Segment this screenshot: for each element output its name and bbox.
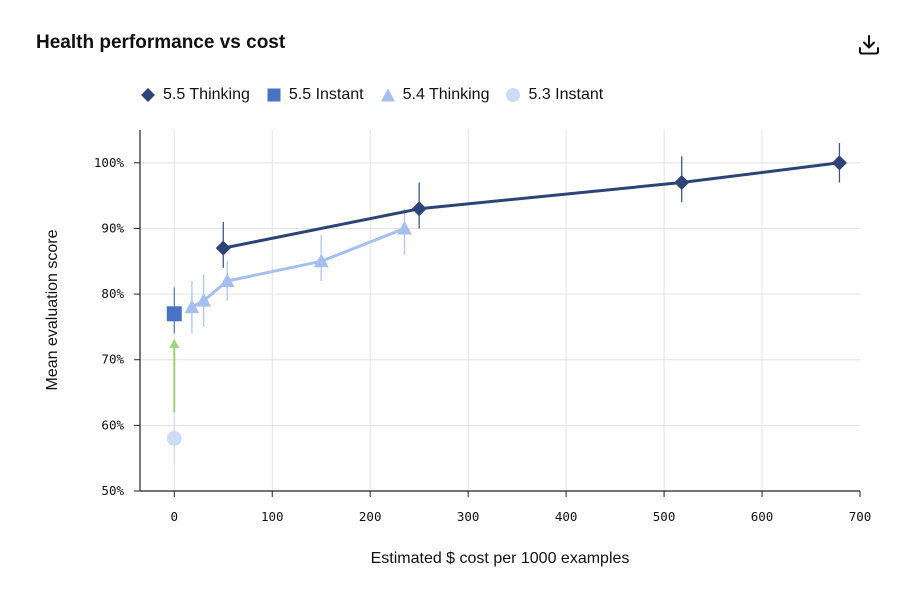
series-5-4-thinking	[184, 208, 412, 334]
data-point	[166, 306, 182, 322]
x-tick-label: 100	[261, 509, 284, 524]
legend-item-55-instant[interactable]: 5.5 Instant	[266, 86, 364, 104]
chart-title: Health performance vs cost	[36, 32, 286, 53]
y-tick-labels: 50% 60% 70% 80% 90% 100%	[94, 155, 125, 498]
x-tick-label: 600	[751, 509, 774, 524]
axes	[134, 130, 861, 497]
legend: 5.5 Thinking 5.5 Instant 5.4 Thinking 5.…	[140, 86, 619, 104]
x-tick-label: 700	[849, 509, 872, 524]
x-tick-label: 500	[653, 509, 676, 524]
download-button[interactable]	[856, 32, 882, 58]
data-point	[411, 201, 427, 217]
y-tick-label: 100%	[94, 155, 125, 170]
series-5-5-thinking	[215, 143, 847, 268]
legend-label: 5.4 Thinking	[402, 86, 490, 103]
legend-label: 5.5 Thinking	[163, 86, 250, 103]
download-icon	[859, 35, 879, 55]
data-point	[674, 175, 690, 191]
series-5-3-instant	[166, 412, 182, 465]
y-tick-label: 70%	[101, 352, 124, 367]
data-point	[166, 430, 182, 446]
legend-item-55-thinking[interactable]: 5.5 Thinking	[140, 86, 250, 104]
grid-lines	[140, 130, 860, 491]
legend-item-53-instant[interactable]: 5.3 Instant	[505, 86, 603, 104]
circle-marker-icon	[506, 88, 521, 102]
x-tick-label: 0	[171, 509, 179, 524]
x-axis-title: Estimated $ cost per 1000 examples	[371, 550, 630, 567]
diamond-marker-icon	[141, 88, 155, 102]
y-tick-label: 80%	[101, 286, 124, 301]
x-tick-label: 400	[555, 509, 578, 524]
series-5-5-instant	[166, 287, 182, 334]
x-tick-label: 200	[359, 509, 382, 524]
data-point	[396, 220, 412, 235]
data-point	[184, 299, 200, 314]
data-point	[313, 253, 329, 268]
legend-label: 5.3 Instant	[528, 86, 604, 103]
square-marker-icon	[267, 88, 281, 102]
y-tick-label: 60%	[101, 417, 124, 432]
data-point	[196, 293, 212, 307]
x-tick-label: 300	[457, 509, 480, 524]
improvement-arrow	[169, 339, 180, 413]
arrow-head	[169, 339, 180, 349]
data-point	[219, 273, 235, 287]
legend-item-54-thinking[interactable]: 5.4 Thinking	[380, 86, 490, 104]
legend-label: 5.5 Instant	[288, 86, 364, 103]
triangle-marker-icon	[380, 88, 395, 102]
x-tick-labels: 0 100 200 300 400 500 600 700	[171, 509, 872, 524]
y-tick-label: 90%	[101, 220, 124, 235]
series-line	[223, 161, 840, 250]
series-layer	[166, 143, 847, 465]
y-axis-title: Mean evaluation score	[44, 229, 61, 390]
y-tick-label: 50%	[101, 483, 124, 498]
data-point	[215, 240, 231, 256]
data-point	[831, 155, 847, 171]
